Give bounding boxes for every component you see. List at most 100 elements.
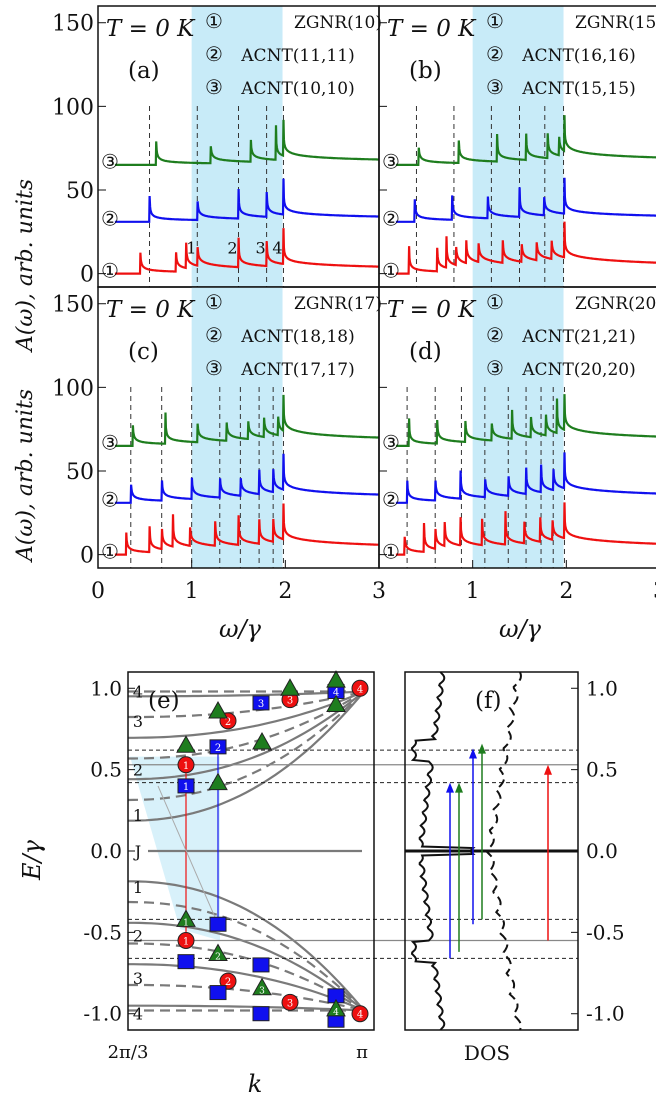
- marker-label: 3: [259, 987, 265, 997]
- series-line-3: [395, 115, 656, 166]
- series-line-2: [114, 453, 380, 504]
- legend-entry-2: ACNT(16,16): [521, 46, 635, 66]
- marker-square: [177, 954, 195, 970]
- top-xlabel-left: ω/γ: [219, 615, 262, 643]
- arrow-head: [469, 748, 477, 759]
- y-tick-label: 0.5: [90, 758, 122, 782]
- panel-letter: (e): [148, 688, 180, 714]
- legend-marker-2: ②: [205, 323, 223, 347]
- series-marker-3: ③: [101, 431, 119, 455]
- panel-frame: [378, 286, 656, 569]
- panel-letter: (a): [128, 58, 160, 84]
- series-marker-1: ①: [101, 258, 119, 282]
- marker-label: 2: [225, 717, 231, 728]
- marker-circle: [177, 932, 195, 949]
- marker-triangle: [280, 678, 300, 696]
- marker-label: 1: [183, 761, 189, 772]
- y-tick-label: 100: [52, 376, 94, 401]
- series-marker-2: ②: [101, 206, 119, 230]
- series-marker-2: ②: [382, 206, 400, 230]
- legend-marker-2: ②: [486, 323, 504, 347]
- marker-circle: [177, 756, 195, 774]
- band-label: 1: [133, 878, 143, 897]
- series-line-1: [395, 502, 656, 556]
- marker-label: 2: [215, 743, 221, 754]
- series-marker-1: ①: [382, 258, 400, 282]
- marker-triangle: [326, 998, 346, 1017]
- band-label: 2: [133, 761, 143, 780]
- arrow-head: [455, 782, 463, 793]
- legend-entry-3: ACNT(20,20): [521, 360, 635, 380]
- marker-circle: [281, 993, 299, 1011]
- marker-circle: [351, 679, 369, 697]
- marker-triangle: [326, 670, 346, 688]
- marker-label: 3: [258, 699, 264, 710]
- legend-marker-3: ③: [486, 75, 504, 99]
- marker-label: 1: [183, 937, 189, 948]
- series-line-3: [395, 394, 656, 447]
- arrow-head: [446, 782, 454, 793]
- legend-marker-2: ②: [486, 42, 504, 66]
- marker-label: 2: [225, 977, 231, 988]
- legend-marker-2: ②: [205, 42, 223, 66]
- band-curve: [127, 690, 365, 802]
- y-tick-label: -1.0: [83, 1002, 122, 1026]
- band-curve: [127, 900, 365, 1012]
- x-tick-label: 2: [278, 579, 292, 604]
- marker-triangle: [326, 694, 346, 713]
- peak-label: 1: [186, 239, 196, 258]
- band-curve: [128, 921, 365, 1012]
- bottom-xlabel: k: [248, 1070, 263, 1098]
- series-marker-1: ①: [382, 539, 400, 563]
- marker-square: [209, 916, 227, 932]
- series-marker-1: ①: [101, 539, 119, 563]
- band-label: 4: [133, 683, 143, 702]
- band-curve: [128, 690, 365, 698]
- peak-label: 3: [256, 239, 266, 258]
- y-tick-label: -0.5: [586, 920, 625, 944]
- legend-entry-1: ZGNR(17): [294, 294, 382, 314]
- series-marker-3: ③: [101, 150, 119, 174]
- marker-triangle: [208, 772, 228, 791]
- series-line-1: [114, 503, 379, 556]
- marker-square: [252, 695, 270, 711]
- band-label: 2: [133, 927, 143, 946]
- x-tick-label: 3: [372, 579, 386, 604]
- panel-letter: (c): [128, 339, 159, 365]
- legend-entry-3: ACNT(10,10): [240, 79, 354, 99]
- arrow-head: [478, 743, 486, 754]
- band-curve: [128, 690, 365, 739]
- band-curve: [128, 690, 365, 719]
- x-tick-label: 3: [653, 579, 656, 604]
- legend-marker-1: ①: [205, 290, 223, 314]
- marker-square: [209, 739, 227, 755]
- band-curve: [128, 983, 365, 1012]
- band-label: 4: [133, 1005, 143, 1024]
- marker-triangle: [208, 701, 228, 719]
- temperature-label: T = 0 K: [387, 297, 477, 323]
- panel-e: 1 2 3 4 1 2 3 4 1 2 3 4 1 2 3 4 (e) 1.0 0.5 0.0 -0.5 -1.0 4 3 2 1…: [83, 670, 578, 1063]
- marker-label: 3: [287, 696, 293, 707]
- legend-entry-2: ACNT(21,21): [521, 327, 635, 347]
- y-tick-label: 0.0: [90, 839, 122, 863]
- shaded-region: [130, 756, 220, 941]
- series-marker-3: ③: [382, 431, 400, 455]
- marker-square: [252, 1006, 270, 1022]
- series-line-3: [114, 394, 380, 447]
- legend-marker-3: ③: [205, 75, 223, 99]
- y-tick-label: 0.5: [586, 758, 618, 782]
- y-tick-label: 1.0: [90, 676, 122, 700]
- band-curve: [128, 690, 365, 822]
- band-curve: [128, 942, 365, 1012]
- marker-square: [177, 778, 195, 794]
- band-label: 1: [133, 806, 143, 825]
- panel-letter: (f): [475, 688, 501, 714]
- marker-label: 4: [333, 1008, 339, 1018]
- x-tick-label: 1: [466, 579, 480, 604]
- temperature-label: T = 0 K: [106, 16, 196, 42]
- legend-entry-3: ACNT(17,17): [240, 360, 354, 380]
- y-tick-label: 150: [52, 293, 94, 318]
- marker-triangle: [176, 909, 196, 927]
